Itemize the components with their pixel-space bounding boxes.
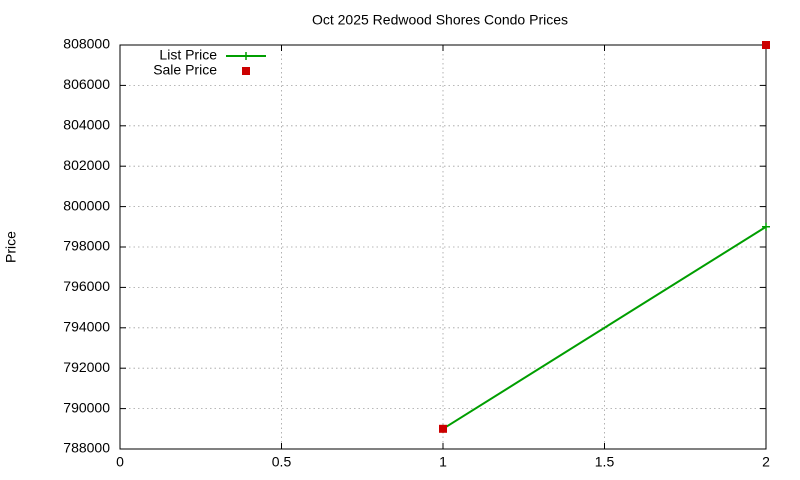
series-line bbox=[442, 225, 767, 430]
y-tick-label: 788000 bbox=[63, 440, 110, 456]
y-tick-label: 808000 bbox=[63, 36, 110, 52]
point-marker bbox=[439, 424, 447, 433]
y-tick-label: 806000 bbox=[63, 76, 110, 92]
chart-title: Oct 2025 Redwood Shores Condo Prices bbox=[312, 12, 568, 28]
x-tick-label: 0.5 bbox=[272, 454, 292, 470]
y-tick-label: 802000 bbox=[63, 157, 110, 173]
legend-marker bbox=[242, 67, 250, 75]
x-tick-label: 1 bbox=[439, 454, 447, 470]
y-tick-label: 796000 bbox=[63, 278, 110, 294]
y-tick-label: 794000 bbox=[63, 319, 110, 335]
y-tick-label: 798000 bbox=[63, 238, 110, 254]
legend-marker bbox=[242, 52, 250, 60]
y-tick-label: 790000 bbox=[63, 399, 110, 415]
x-tick-label: 1.5 bbox=[595, 454, 615, 470]
plot-border bbox=[119, 44, 767, 450]
point-marker bbox=[762, 222, 770, 231]
point-marker bbox=[762, 41, 770, 49]
legend-label: Sale Price bbox=[153, 62, 217, 78]
y-axis-label: Price bbox=[3, 231, 19, 263]
legend-label: List Price bbox=[159, 47, 217, 63]
y-tick-label: 800000 bbox=[63, 197, 110, 213]
x-tick-label: 2 bbox=[762, 454, 770, 470]
y-tick-label: 792000 bbox=[63, 359, 110, 375]
y-tick-label: 804000 bbox=[63, 117, 110, 133]
x-tick-label: 0 bbox=[116, 454, 124, 470]
